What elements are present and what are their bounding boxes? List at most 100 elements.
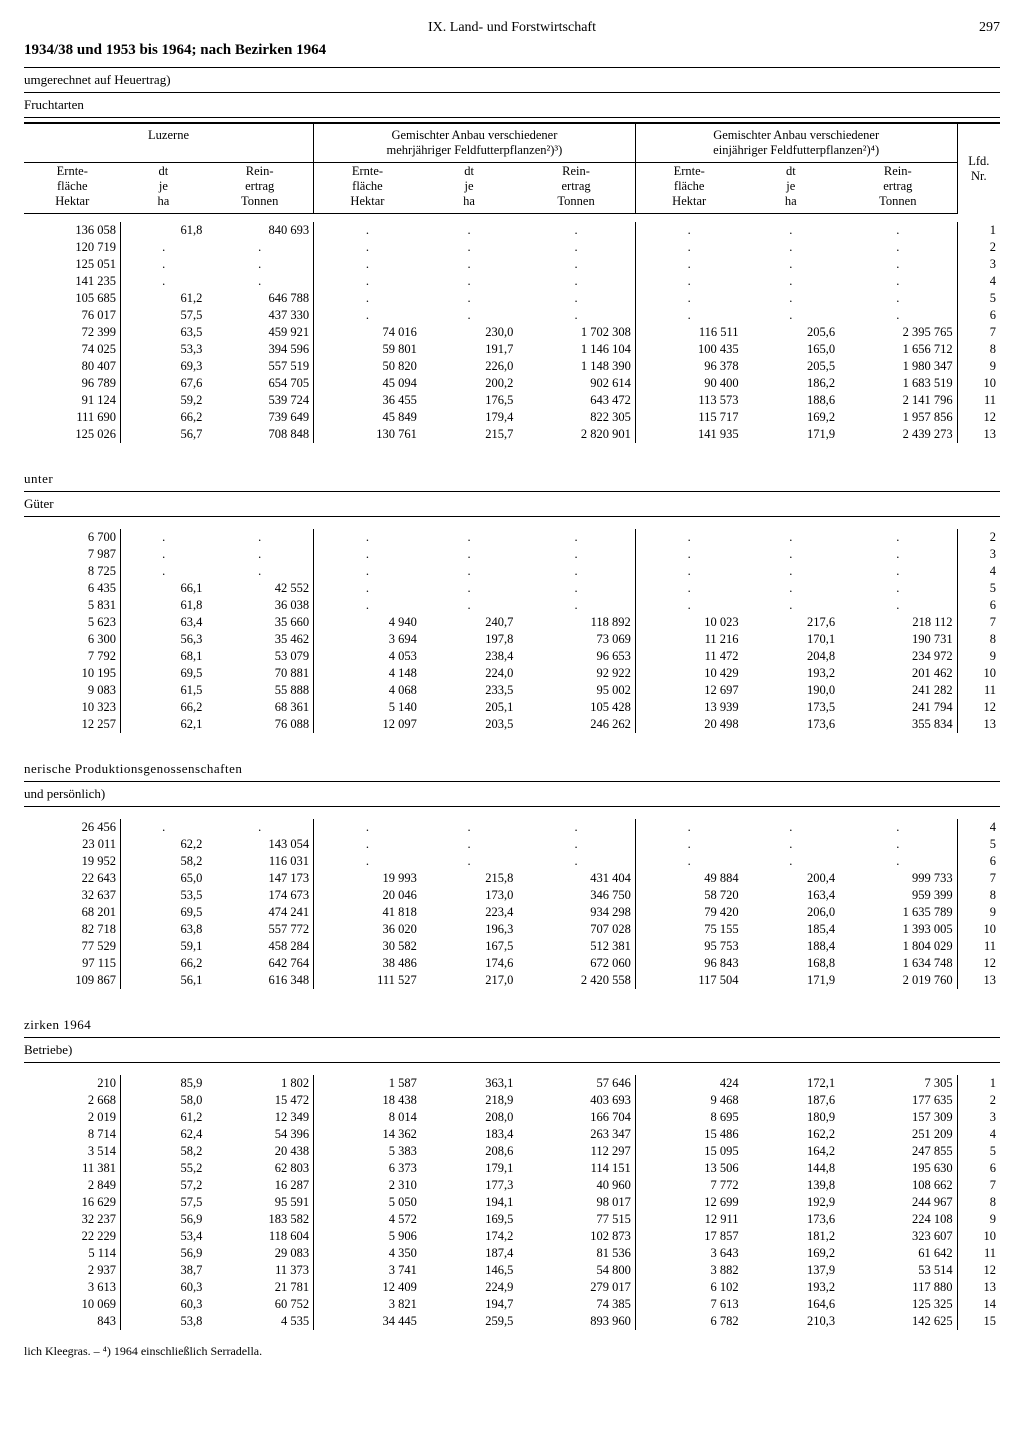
cell: 893 960: [517, 1313, 635, 1330]
cell: 73 069: [517, 631, 635, 648]
cell: 85,9: [121, 1075, 207, 1092]
cell: 40 960: [517, 1177, 635, 1194]
cell: 7 987: [24, 546, 121, 563]
cell: .: [121, 546, 207, 563]
cell: .: [635, 853, 742, 870]
table-row: 10 19569,570 8814 148224,092 92210 42919…: [24, 665, 1000, 682]
cell: 3 882: [635, 1262, 742, 1279]
cell: 14 362: [314, 1126, 421, 1143]
cell: .: [839, 256, 957, 273]
cell: .: [314, 290, 421, 307]
cell: .: [121, 256, 207, 273]
cell: 30 582: [314, 938, 421, 955]
cell: 194,1: [421, 1194, 518, 1211]
cell: 60 752: [206, 1296, 313, 1313]
cell: 241 282: [839, 682, 957, 699]
data-table: 21085,91 8021 587363,157 646424172,17 30…: [24, 1067, 1000, 1330]
cell: 136 058: [24, 222, 121, 239]
cell: 10 323: [24, 699, 121, 716]
cell: 6 300: [24, 631, 121, 648]
cell: 263 347: [517, 1126, 635, 1143]
cell: 6 435: [24, 580, 121, 597]
cell: 36 020: [314, 921, 421, 938]
cell: 12 911: [635, 1211, 742, 1228]
cell: 22 643: [24, 870, 121, 887]
cell: 234 972: [839, 648, 957, 665]
cell: 35 462: [206, 631, 313, 648]
cell: 205,1: [421, 699, 518, 716]
lfd-cell: 1: [957, 1075, 1000, 1092]
cell: .: [517, 563, 635, 580]
cell: .: [421, 580, 518, 597]
table-row: 109 86756,1616 348111 527217,02 420 5581…: [24, 972, 1000, 989]
cell: .: [517, 836, 635, 853]
cell: 95 591: [206, 1194, 313, 1211]
cell: .: [421, 853, 518, 870]
cell: 185,4: [743, 921, 840, 938]
cell: 11 373: [206, 1262, 313, 1279]
lfd-header: Lfd. Nr.: [957, 123, 1000, 214]
cell: 57,2: [121, 1177, 207, 1194]
cell: 5 831: [24, 597, 121, 614]
cell: .: [421, 529, 518, 546]
cell: 187,6: [743, 1092, 840, 1109]
table-row: 2 84957,216 2872 310177,340 9607 772139,…: [24, 1177, 1000, 1194]
cell: 643 472: [517, 392, 635, 409]
cell: 174 673: [206, 887, 313, 904]
cell: 7 305: [839, 1075, 957, 1092]
cell: 642 764: [206, 955, 313, 972]
lfd-cell: 1: [957, 222, 1000, 239]
cell: 186,2: [743, 375, 840, 392]
table-row: 22 64365,0147 17319 993215,8431 40449 88…: [24, 870, 1000, 887]
cell: 5 623: [24, 614, 121, 631]
lfd-cell: 7: [957, 324, 1000, 341]
cell: 224 108: [839, 1211, 957, 1228]
cell: 74 025: [24, 341, 121, 358]
cell: 56,3: [121, 631, 207, 648]
cell: 191,7: [421, 341, 518, 358]
table-row: 3 51458,220 4385 383208,6112 29715 09516…: [24, 1143, 1000, 1160]
cell: 115 717: [635, 409, 742, 426]
cell: 1 587: [314, 1075, 421, 1092]
lfd-cell: 2: [957, 1092, 1000, 1109]
col-h: dt je ha: [421, 163, 518, 214]
cell: .: [314, 563, 421, 580]
cell: 1 634 748: [839, 955, 957, 972]
lfd-cell: 10: [957, 665, 1000, 682]
group-header-2: Gemischter Anbau verschiedener mehrjähri…: [314, 123, 636, 163]
cell: 424: [635, 1075, 742, 1092]
cell: 7 613: [635, 1296, 742, 1313]
cell: 32 237: [24, 1211, 121, 1228]
lfd-cell: 13: [957, 1279, 1000, 1296]
group-header-3: Gemischter Anbau verschiedener einjährig…: [635, 123, 957, 163]
cell: 1 146 104: [517, 341, 635, 358]
cell: .: [743, 529, 840, 546]
lfd-cell: 2: [957, 529, 1000, 546]
cell: 60,3: [121, 1296, 207, 1313]
cell: .: [121, 273, 207, 290]
cell: 3 643: [635, 1245, 742, 1262]
section-sub: Güter: [24, 496, 1000, 512]
section-sub: Betriebe): [24, 1042, 1000, 1058]
cell: 68 361: [206, 699, 313, 716]
cell: 59,2: [121, 392, 207, 409]
cell: 166 704: [517, 1109, 635, 1126]
lfd-cell: 3: [957, 1109, 1000, 1126]
cell: 77 515: [517, 1211, 635, 1228]
cell: 176,5: [421, 392, 518, 409]
cell: 117 504: [635, 972, 742, 989]
cell: .: [839, 597, 957, 614]
cell: .: [517, 273, 635, 290]
cell: 2 849: [24, 1177, 121, 1194]
cell: .: [743, 307, 840, 324]
cell: 102 873: [517, 1228, 635, 1245]
cell: 91 124: [24, 392, 121, 409]
lfd-cell: 10: [957, 921, 1000, 938]
cell: 218 112: [839, 614, 957, 631]
table-row: 74 02553,3394 59659 801191,71 146 104100…: [24, 341, 1000, 358]
cell: 238,4: [421, 648, 518, 665]
cell: 177 635: [839, 1092, 957, 1109]
cell: 173,0: [421, 887, 518, 904]
lfd-cell: 9: [957, 904, 1000, 921]
cell: 62,4: [121, 1126, 207, 1143]
